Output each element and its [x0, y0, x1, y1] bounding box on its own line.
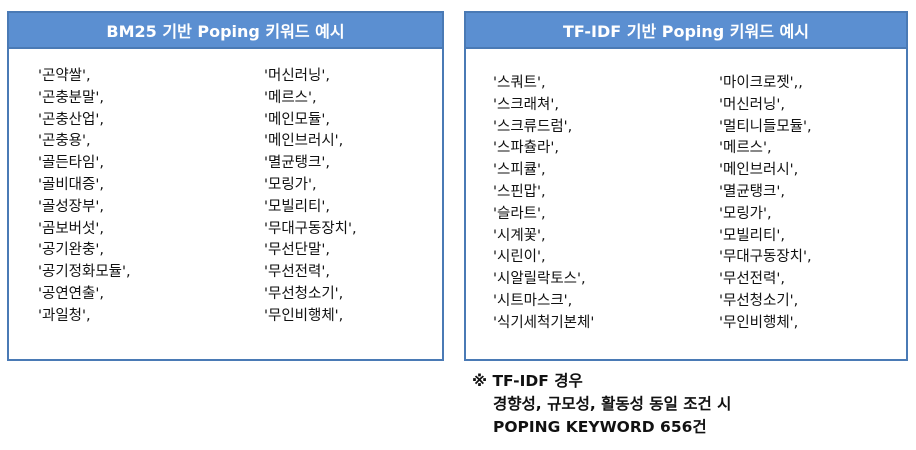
keyword-item: '메인모듈',: [264, 111, 330, 128]
keyword-item: '스크류드럼',: [493, 118, 573, 135]
keyword-item: '마이크로젯',,: [719, 75, 803, 91]
tfidf-note: ※ TF-IDF 경우 경향성, 규모성, 활동성 동일 조건 시 POPING…: [472, 370, 731, 439]
keyword-item: '스크래쳐',: [493, 96, 559, 113]
keyword-item: '공기정화모듈',: [38, 264, 131, 281]
keyword-item: '메르스',: [264, 89, 317, 106]
keyword-item: '무선청소기',: [264, 285, 344, 302]
keyword-item: '시린이',: [493, 249, 546, 266]
keyword-item: '공기완충',: [38, 242, 104, 259]
keyword-item: '모빌리티',: [719, 227, 785, 244]
bm25-panel-title: BM25 기반 Poping 키워드 예시: [9, 13, 442, 49]
keyword-item: '무대구동장치',: [719, 249, 812, 266]
keyword-item: '곤약쌀',: [38, 68, 91, 84]
keyword-item: '메르스',: [719, 140, 772, 157]
keyword-item: '메인브러시',: [264, 133, 344, 150]
keyword-item: '시알릴락토스',: [493, 271, 586, 288]
keyword-item: '골든타임',: [38, 155, 104, 172]
keyword-item: '무선전력',: [719, 271, 785, 288]
keyword-item: '무대구동장치',: [264, 220, 357, 237]
keyword-item: '무선전력',: [264, 264, 330, 281]
keyword-item: '과일청',: [38, 307, 91, 324]
keyword-item: '무선단말',: [264, 242, 330, 259]
keyword-item: '식기세척기본체': [493, 314, 595, 331]
keyword-item: '메인브러시',: [719, 162, 799, 179]
keyword-item: '골비대증',: [38, 176, 104, 193]
keyword-item: '골성장부',: [38, 198, 104, 215]
bm25-keyword-column-1: '곤약쌀', '곤충분말', '곤충산업', '곤충용', '골든타임', '골비대증',…: [38, 66, 131, 328]
keyword-item: '머신러닝',: [719, 96, 785, 113]
keyword-item: '슬라트',: [493, 205, 546, 222]
bm25-keyword-column-2: '머신러닝', '메르스', '메인모듈', '메인브러시', '멸균탱크', '모링가'…: [264, 66, 357, 328]
tfidf-keyword-column-2: '마이크로젯',, '머신러닝', '멀티니들모듈', '메르스', '메인브러시', '…: [719, 73, 812, 335]
tfidf-keyword-column-1: '스쿼트', '스크래쳐', '스크류드럼', '스파츌라', '스피큘', '스핀맙',…: [493, 73, 594, 335]
keyword-item: '곤충분말',: [38, 89, 104, 106]
keyword-item: '곰보버섯',: [38, 220, 104, 237]
keyword-item: '모링가',: [264, 176, 317, 193]
keyword-item: '곤충산업',: [38, 111, 104, 128]
keyword-item: '스핀맙',: [493, 183, 546, 200]
keyword-item: '멸균탱크',: [719, 183, 785, 200]
keyword-item: '모링가',: [719, 205, 772, 222]
keyword-item: '무인비행체',: [264, 307, 344, 324]
tfidf-panel-title: TF-IDF 기반 Poping 키워드 예시: [466, 13, 906, 49]
keyword-item: '머신러닝',: [264, 68, 330, 84]
keyword-item: '곤충용',: [38, 133, 91, 150]
note-line-1: ※ TF-IDF 경우: [472, 372, 583, 390]
keyword-item: '무선청소기',: [719, 292, 799, 309]
keyword-item: '시트마스크',: [493, 292, 573, 309]
keyword-item: '멸균탱크',: [264, 155, 330, 172]
bm25-panel: BM25 기반 Poping 키워드 예시 '곤약쌀', '곤충분말', '곤충산업…: [7, 11, 444, 361]
keyword-item: '스파츌라',: [493, 140, 559, 157]
keyword-item: '무인비행체',: [719, 314, 799, 331]
keyword-item: '시계꽃',: [493, 227, 546, 244]
keyword-item: '멀티니들모듈',: [719, 118, 812, 135]
keyword-item: '스피큘',: [493, 162, 546, 179]
note-line-3: POPING KEYWORD 656건: [493, 418, 707, 436]
keyword-item: '스쿼트',: [493, 75, 546, 91]
tfidf-panel: TF-IDF 기반 Poping 키워드 예시 '스쿼트', '스크래쳐', '스크…: [464, 11, 908, 361]
note-line-2: 경향성, 규모성, 활동성 동일 조건 시: [493, 395, 732, 413]
keyword-item: '공연연출',: [38, 285, 104, 302]
keyword-item: '모빌리티',: [264, 198, 330, 215]
